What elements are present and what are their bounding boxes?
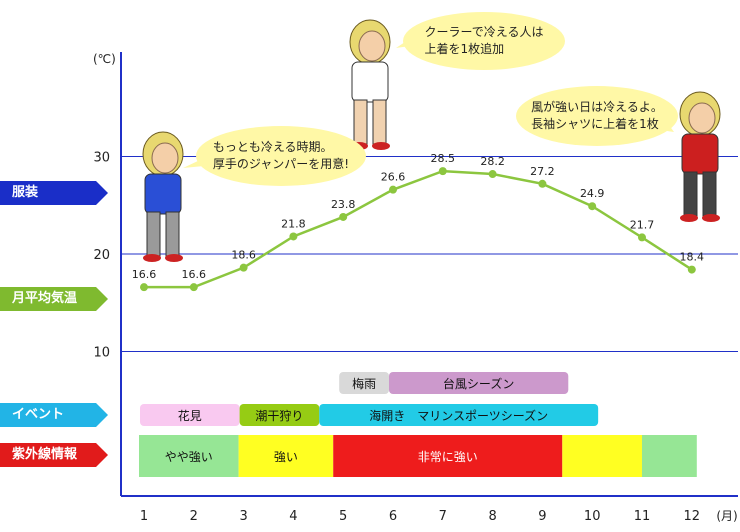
callout-wind: 風が強い日は冷えるよ。 長袖シャツに上着を1枚 [516, 86, 678, 146]
character-autumn-shirt [679, 91, 721, 222]
temperature-point [289, 232, 298, 241]
temperature-data-label: 28.5 [431, 152, 456, 165]
y-tick-label: 20 [93, 248, 110, 263]
event-label: 梅雨 [352, 376, 376, 391]
event-bar [389, 372, 569, 394]
row-label-clothing: 服装 [0, 181, 108, 205]
event-bar [239, 404, 320, 426]
temperature-point [488, 170, 497, 179]
event-label: 海開き マリンスポーツシーズン [369, 408, 548, 423]
row-label-avg-temp: 月平均気温 [0, 287, 108, 311]
temperature-data-label: 16.6 [132, 268, 157, 281]
y-tick-label: 30 [93, 151, 110, 166]
event-bar [339, 372, 389, 394]
temperature-point [189, 283, 198, 292]
x-tick-label: 7 [439, 509, 447, 524]
uv-bar [562, 435, 642, 477]
temperature-point [140, 283, 148, 292]
uv-bar [641, 435, 697, 477]
temperature-point [538, 179, 547, 188]
x-tick-label: 11 [634, 509, 651, 524]
row-label-uv: 紫外線情報 [0, 443, 108, 467]
y-tick-label: 10 [93, 346, 110, 361]
x-tick-label: 4 [289, 509, 297, 524]
event-bar [140, 404, 240, 426]
x-tick-label: 1 [140, 509, 148, 524]
event-label: 花見 [178, 408, 202, 423]
callout-cooler: クーラーで冷える人は 上着を1枚追加 [403, 12, 565, 70]
temperature-data-label: 26.6 [381, 171, 406, 184]
character-winter-jacket [142, 131, 184, 262]
temperature-data-label: 28.2 [480, 155, 505, 168]
x-tick-label: 8 [488, 509, 496, 524]
x-tick-label: 3 [239, 509, 247, 524]
temperature-data-label: 18.4 [680, 251, 705, 264]
x-tick-label: 10 [584, 509, 601, 524]
x-axis-unit: (月) [716, 509, 737, 523]
temperature-data-label: 21.7 [630, 218, 655, 231]
temperature-data-label: 24.9 [580, 187, 605, 200]
uv-label: 強い [274, 450, 298, 464]
row-label-event: イベント [0, 403, 108, 427]
y-axis-unit: (℃) [93, 52, 116, 66]
event-label: 潮干狩り [255, 408, 303, 423]
temperature-data-label: 21.8 [281, 217, 306, 230]
temperature-point [339, 212, 348, 221]
temperature-data-label: 27.2 [530, 165, 555, 178]
uv-bar [333, 435, 563, 477]
x-tick-label: 9 [538, 509, 546, 524]
temperature-point [239, 263, 248, 272]
x-tick-label: 2 [190, 509, 198, 524]
temperature-point [389, 185, 397, 194]
callout-cold-text: もっとも冷える時期。 厚手のジャンパーを用意! [212, 140, 350, 171]
x-tick-label: 6 [389, 509, 397, 524]
temperature-data-label: 18.6 [231, 249, 256, 262]
x-tick-label: 12 [684, 509, 701, 524]
uv-label: やや強い [165, 450, 213, 464]
temperature-point [687, 265, 696, 274]
temperature-point [438, 167, 447, 176]
x-tick-label: 5 [339, 509, 347, 524]
temperature-line [144, 169, 693, 289]
uv-label: 非常に強い [418, 450, 478, 464]
callout-wind-text: 風が強い日は冷えるよ。 長袖シャツに上着を1枚 [531, 100, 663, 131]
character-summer-tshirt [349, 19, 391, 150]
temperature-data-label: 16.6 [182, 268, 207, 281]
temperature-point [638, 233, 646, 242]
callout-cooler-text: クーラーで冷える人は 上着を1枚追加 [424, 25, 544, 56]
event-label: 台風シーズン [443, 376, 514, 391]
temperature-point [588, 202, 597, 211]
uv-bar [238, 435, 334, 477]
uv-bar [139, 435, 239, 477]
temperature-data-label: 23.8 [331, 198, 356, 211]
event-bar [319, 404, 599, 426]
callout-cold: もっとも冷える時期。 厚手のジャンパーを用意! [196, 126, 366, 186]
